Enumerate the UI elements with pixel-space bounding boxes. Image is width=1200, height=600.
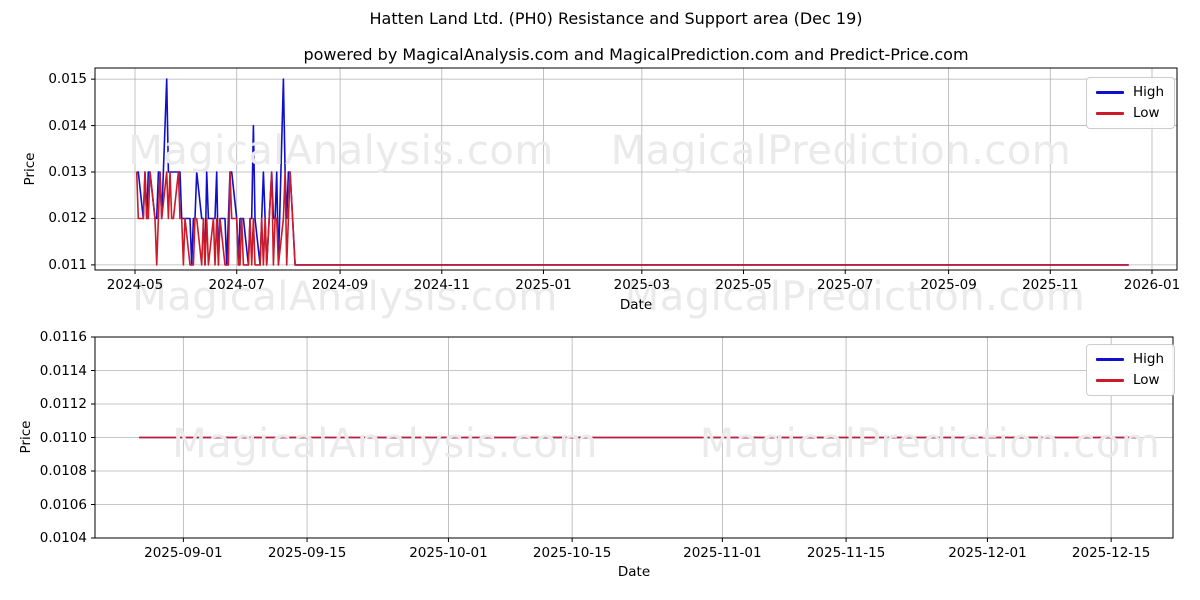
x-tick-label: 2025-12-15 — [1071, 545, 1151, 561]
x-tick-label: 2025-03 — [613, 277, 671, 293]
y-tick-label: 0.0104 — [39, 530, 87, 546]
x-tick-label: 2024-05 — [106, 277, 164, 293]
x-tick-label: 2025-09 — [920, 277, 977, 293]
x-tick-label: 2025-11-01 — [683, 545, 762, 561]
y-tick-label: 0.0108 — [39, 463, 87, 479]
watermark-magicalprediction: MagicalPrediction.com — [610, 128, 1072, 174]
y-tick-label: 0.012 — [48, 210, 87, 227]
y-tick-label: 0.0116 — [39, 329, 87, 345]
series-line-low — [135, 171, 1129, 266]
y-tick-label: 0.0114 — [39, 362, 87, 379]
watermark-magicalanalysis: MagicalAnalysis.com — [172, 421, 598, 467]
y-tick-label: 0.0110 — [39, 429, 87, 446]
figure-title: Hatten Land Ltd. (PH0) Resistance and Su… — [369, 9, 863, 28]
watermark-magicalprediction: MagicalPrediction.com — [699, 421, 1161, 467]
watermark-magicalanalysis: MagicalAnalysis.com — [128, 128, 554, 174]
plot-border — [94, 336, 1174, 539]
y-tick-label: 0.011 — [48, 256, 87, 273]
y-tick-label: 0.013 — [48, 164, 87, 181]
watermark-magicalanalysis: MagicalAnalysis.com — [132, 274, 558, 320]
legend-swatch-low — [1096, 112, 1124, 115]
x-tick-label: 2025-10-01 — [409, 545, 488, 561]
x-tick-label: 2025-12-01 — [948, 545, 1027, 561]
x-tick-label: 2026-01 — [1123, 277, 1181, 293]
x-tick-label: 2025-07 — [817, 277, 874, 293]
x-axis-label-top: Date — [619, 297, 653, 313]
legend-top: High Low — [1086, 77, 1176, 129]
y-tick-label: 0.0106 — [39, 496, 87, 513]
legend-label: High — [1133, 84, 1165, 100]
x-tick-label: 2024-09 — [311, 277, 369, 293]
legend-label: High — [1133, 351, 1165, 367]
x-axis-label-bottom: Date — [617, 564, 651, 580]
x-tick-label: 2024-07 — [208, 277, 265, 293]
x-tick-label: 2025-05 — [715, 277, 772, 293]
legend-label: Low — [1133, 105, 1160, 121]
y-tick-label: 0.0112 — [39, 396, 87, 412]
x-tick-label: 2025-09-15 — [267, 545, 347, 561]
legend-label: Low — [1133, 372, 1160, 388]
legend-item-high: High — [1096, 85, 1164, 100]
x-tick-label: 2024-11 — [413, 277, 470, 293]
legend-swatch-low — [1096, 379, 1124, 382]
legend-item-high: High — [1096, 352, 1164, 367]
figure-subtitle: powered by MagicalAnalysis.com and Magic… — [303, 45, 969, 64]
x-tick-label: 2025-11 — [1022, 277, 1079, 293]
y-tick-label: 0.015 — [48, 71, 87, 88]
legend-item-low: Low — [1096, 373, 1164, 388]
legend-swatch-high — [1096, 358, 1124, 361]
x-tick-label: 2025-11-15 — [806, 545, 886, 561]
legend-bottom: High Low — [1086, 344, 1176, 396]
x-tick-label: 2025-10-15 — [532, 545, 612, 561]
x-tick-label: 2025-09-01 — [144, 545, 223, 561]
y-tick-label: 0.014 — [48, 117, 87, 134]
legend-swatch-high — [1096, 91, 1124, 94]
x-tick-label: 2025-01 — [515, 277, 572, 293]
legend-item-low: Low — [1096, 106, 1164, 121]
plot-border — [94, 67, 1178, 271]
watermark-magicalprediction: MagicalPrediction.com — [624, 274, 1086, 320]
